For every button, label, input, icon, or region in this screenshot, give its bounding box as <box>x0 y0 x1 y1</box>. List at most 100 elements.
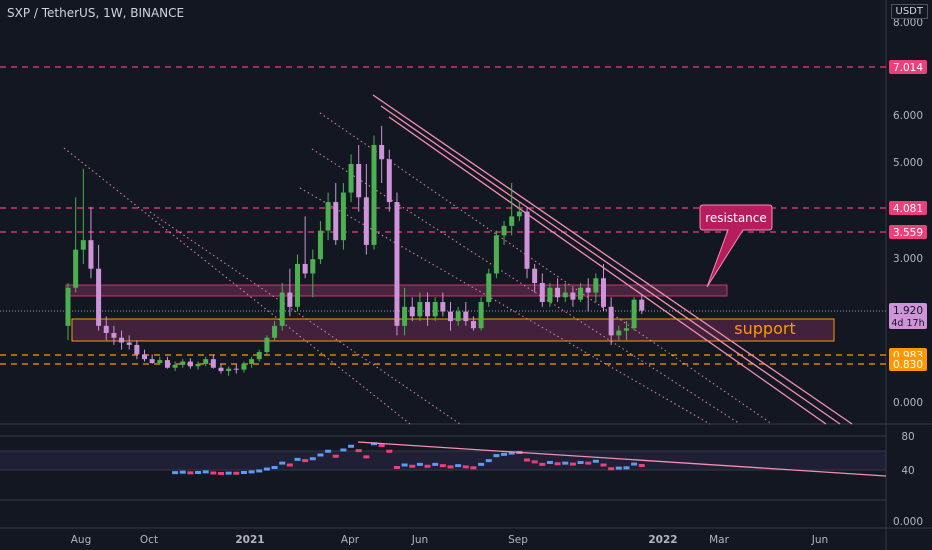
candle-body <box>608 306 614 336</box>
candle-body <box>164 360 170 368</box>
candle <box>585 278 591 312</box>
candles <box>65 125 645 376</box>
candle <box>539 273 545 307</box>
rsi-bar <box>462 465 469 469</box>
candle-body <box>103 325 109 333</box>
rsi-bar <box>554 462 561 466</box>
rsi-bar <box>340 448 347 452</box>
candle-body <box>134 344 140 355</box>
rsi-bar <box>470 466 477 470</box>
rsi-bar <box>256 469 263 473</box>
rsi-bar <box>279 461 286 465</box>
candle-body <box>601 278 606 307</box>
candle <box>264 335 270 355</box>
candle-body <box>241 363 247 370</box>
candle-body <box>379 144 385 160</box>
support-zone <box>71 318 835 342</box>
candle <box>333 183 339 245</box>
rsi-bar <box>233 471 240 475</box>
candle <box>509 183 515 236</box>
rsi-bar <box>577 461 584 464</box>
candle <box>394 192 400 336</box>
candle-body <box>363 197 369 245</box>
candle-body <box>218 367 224 372</box>
candle <box>608 297 614 345</box>
candle-body <box>180 361 186 365</box>
candle-body <box>80 240 86 250</box>
candle-body <box>325 202 331 231</box>
candle-body <box>88 240 94 269</box>
rsi-bar <box>286 463 293 467</box>
chart-title: SXP / TetherUS, 1W, BINANCE <box>7 6 185 20</box>
candle <box>65 283 71 341</box>
candle-body <box>142 354 147 360</box>
candle-body <box>562 292 568 298</box>
candle-body <box>493 235 499 274</box>
candle <box>142 349 147 362</box>
candle-body <box>509 216 515 226</box>
candle <box>218 363 224 374</box>
y-tick-label: 8.000 <box>893 17 923 29</box>
candle <box>524 206 530 279</box>
candle <box>432 297 438 322</box>
candle-body <box>279 292 285 326</box>
candle-body <box>73 249 79 288</box>
candle-body <box>623 328 629 331</box>
candle-body <box>585 287 591 293</box>
candle <box>295 254 300 312</box>
rsi-bar <box>195 471 202 474</box>
rsi-bar <box>378 444 385 448</box>
candle <box>593 273 599 303</box>
candle <box>203 356 209 367</box>
candle-body <box>409 306 415 317</box>
candle <box>478 297 484 331</box>
callouts: resistance support <box>699 204 796 338</box>
candle <box>134 340 140 360</box>
rsi-bar <box>455 464 462 468</box>
candle-body <box>501 225 507 236</box>
x-tick-label: Jun <box>411 534 428 546</box>
candle <box>279 283 285 331</box>
candle <box>226 366 232 376</box>
candle-body <box>126 342 132 345</box>
rsi-bar <box>363 455 370 459</box>
candle <box>417 292 423 322</box>
candle <box>149 354 155 364</box>
rsi-bar <box>218 471 224 475</box>
candle <box>601 263 606 312</box>
level-tag-bg-resistance-top <box>889 60 927 74</box>
candle <box>187 358 193 369</box>
candle-body <box>470 321 476 329</box>
candle <box>119 330 125 350</box>
rsi-bar <box>608 467 615 471</box>
dotted-trendline <box>299 187 711 425</box>
candle <box>616 325 622 341</box>
y-tick-label: 0.000 <box>893 397 923 409</box>
candle <box>516 202 522 222</box>
candle-body <box>119 337 125 343</box>
candle <box>96 244 102 331</box>
candle <box>409 297 415 322</box>
currency-unit: USDT <box>890 4 928 19</box>
level-tag-support-low: 0.830 <box>893 359 923 371</box>
x-tick-label: Mar <box>709 534 729 546</box>
rsi-bar <box>302 459 309 463</box>
candle <box>126 335 132 350</box>
candle-body <box>203 359 209 364</box>
candle-body <box>310 259 316 274</box>
current-price-countdown: 4d 17h <box>891 318 924 329</box>
candle <box>448 302 453 331</box>
candle-body <box>386 159 392 203</box>
rsi-bar <box>631 462 638 466</box>
candle <box>440 292 446 317</box>
candle <box>256 349 262 362</box>
candle <box>555 278 561 303</box>
candle <box>210 354 216 369</box>
rsi-bar <box>355 449 362 453</box>
candle <box>111 325 117 345</box>
candle-body <box>532 268 538 283</box>
candle-body <box>348 164 354 193</box>
rsi-bar <box>263 467 270 471</box>
